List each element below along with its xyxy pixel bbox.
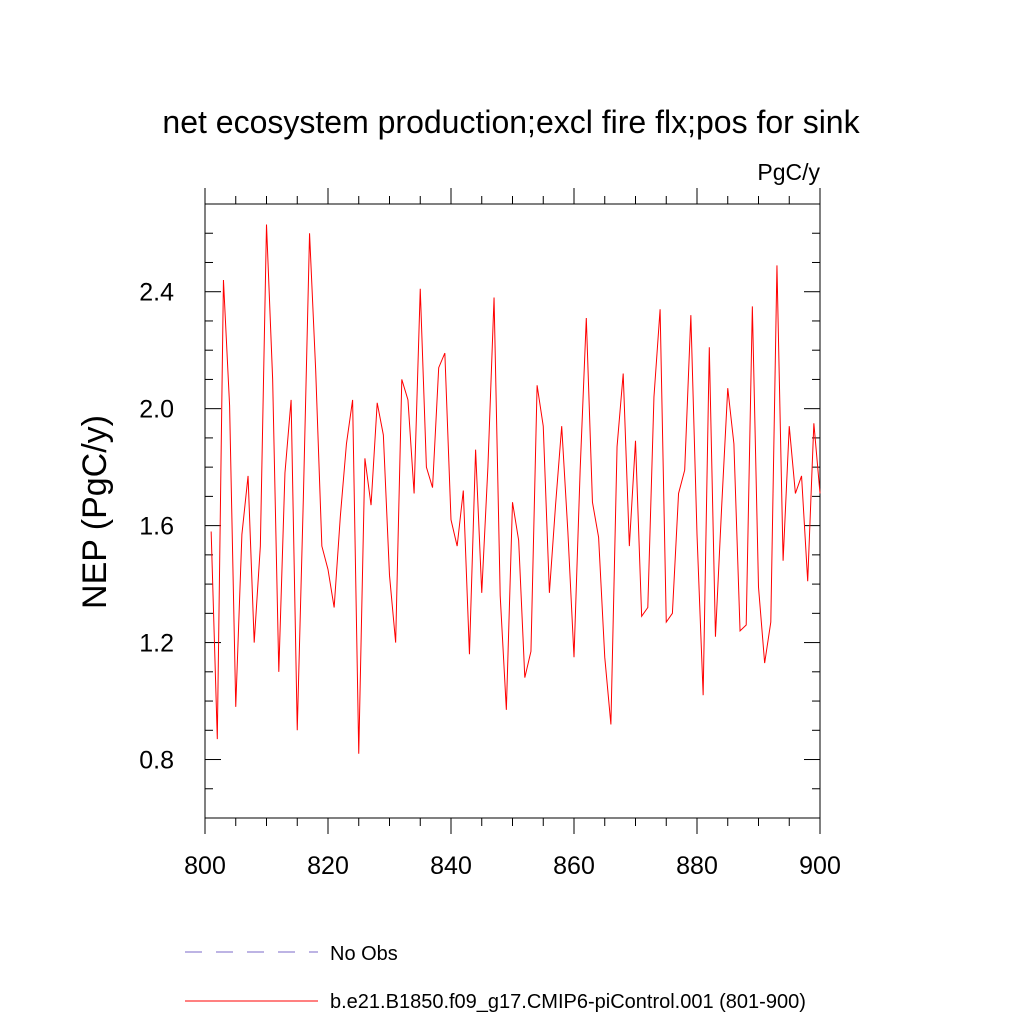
- legend-label-model: b.e21.B1850.f09_g17.CMIP6-piControl.001 …: [330, 991, 806, 1013]
- y-axis-label: NEP (PgC/y): [76, 415, 114, 609]
- x-tick-label: 820: [307, 852, 349, 880]
- y-tick-label: 1.6: [139, 513, 174, 541]
- axis-ticks: [204, 188, 821, 834]
- x-tick-label: 900: [799, 852, 841, 880]
- series-layer: [210, 224, 821, 754]
- y-tick-label: 2.0: [139, 396, 174, 424]
- y-tick-label: 2.4: [139, 279, 174, 307]
- units-label: PgC/y: [757, 159, 820, 185]
- x-tick-label: 840: [430, 852, 472, 880]
- y-tick-label: 1.2: [139, 630, 174, 658]
- chart-title: net ecosystem production;excl fire flx;p…: [162, 104, 860, 140]
- legend: No Obs b.e21.B1850.f09_g17.CMIP6-piContr…: [185, 943, 806, 1013]
- x-tick-label: 880: [676, 852, 718, 880]
- axis-tick-labels: 800 820 840 860 880 900 0.8 1.2 1.6 2.0 2.4: [139, 279, 841, 880]
- y-tick-label: 0.8: [139, 747, 174, 775]
- x-tick-label: 860: [553, 852, 595, 880]
- legend-label-no-obs: No Obs: [330, 943, 398, 965]
- x-tick-label: 800: [184, 852, 226, 880]
- series-line-model: [210, 224, 821, 754]
